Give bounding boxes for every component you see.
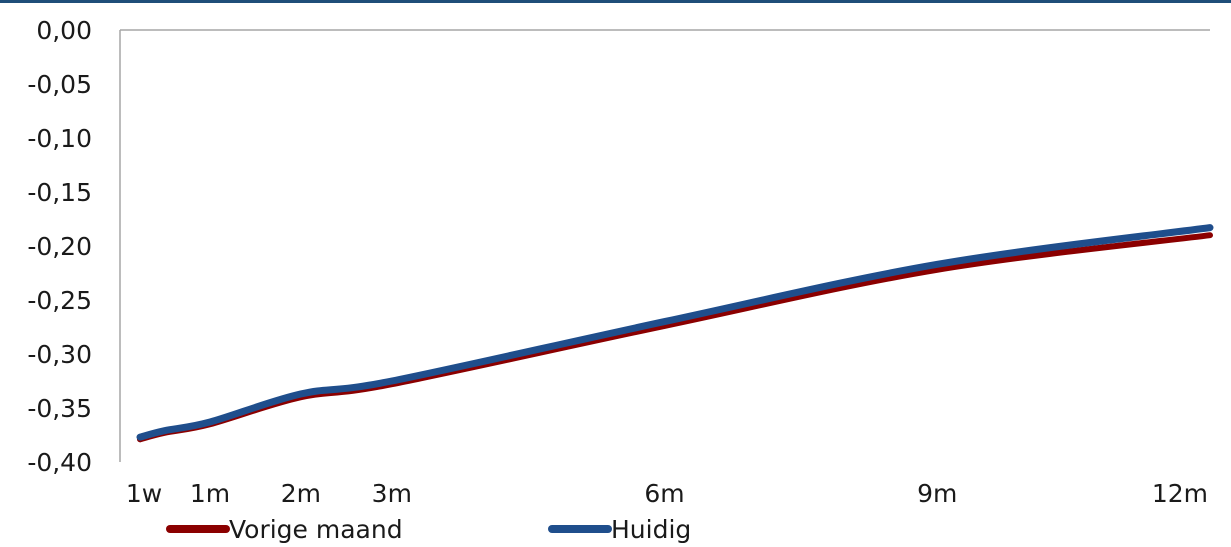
x-tick-label: 2m [281, 479, 321, 508]
y-tick-labels: 0,00 -0,05 -0,10 -0,15 -0,20 -0,25 -0,30 -0,35 -… [27, 16, 92, 477]
axes [119, 29, 1210, 462]
x-tick-label: 1w [126, 479, 162, 508]
y-tick-label: -0,20 [27, 232, 92, 261]
legend: Vorige maand Huidig [166, 515, 691, 544]
top-rule [0, 0, 1231, 3]
x-tick-label: 3m [372, 479, 412, 508]
x-tick-label: 9m [917, 479, 957, 508]
y-tick-label: -0,40 [27, 448, 92, 477]
y-tick-label: -0,15 [27, 178, 92, 207]
series-line-huidig [136, 224, 1214, 441]
y-tick-label: -0,05 [27, 70, 92, 99]
y-tick-label: -0,10 [27, 124, 92, 153]
y-tick-label: -0,35 [27, 394, 92, 423]
series-line-vorige-maand [137, 232, 1213, 443]
legend-label-huidig: Huidig [611, 515, 691, 544]
x-tick-labels: 1w 1m 2m 3m 6m 9m 12m [126, 479, 1208, 508]
y-tick-label: -0,30 [27, 340, 92, 369]
x-tick-label: 1m [190, 479, 230, 508]
series-lines [136, 224, 1214, 443]
x-tick-label: 6m [644, 479, 684, 508]
x-tick-label: 12m [1152, 479, 1208, 508]
legend-label-vorige-maand: Vorige maand [229, 515, 403, 544]
y-tick-label: -0,25 [27, 286, 92, 315]
y-tick-label: 0,00 [36, 16, 92, 45]
